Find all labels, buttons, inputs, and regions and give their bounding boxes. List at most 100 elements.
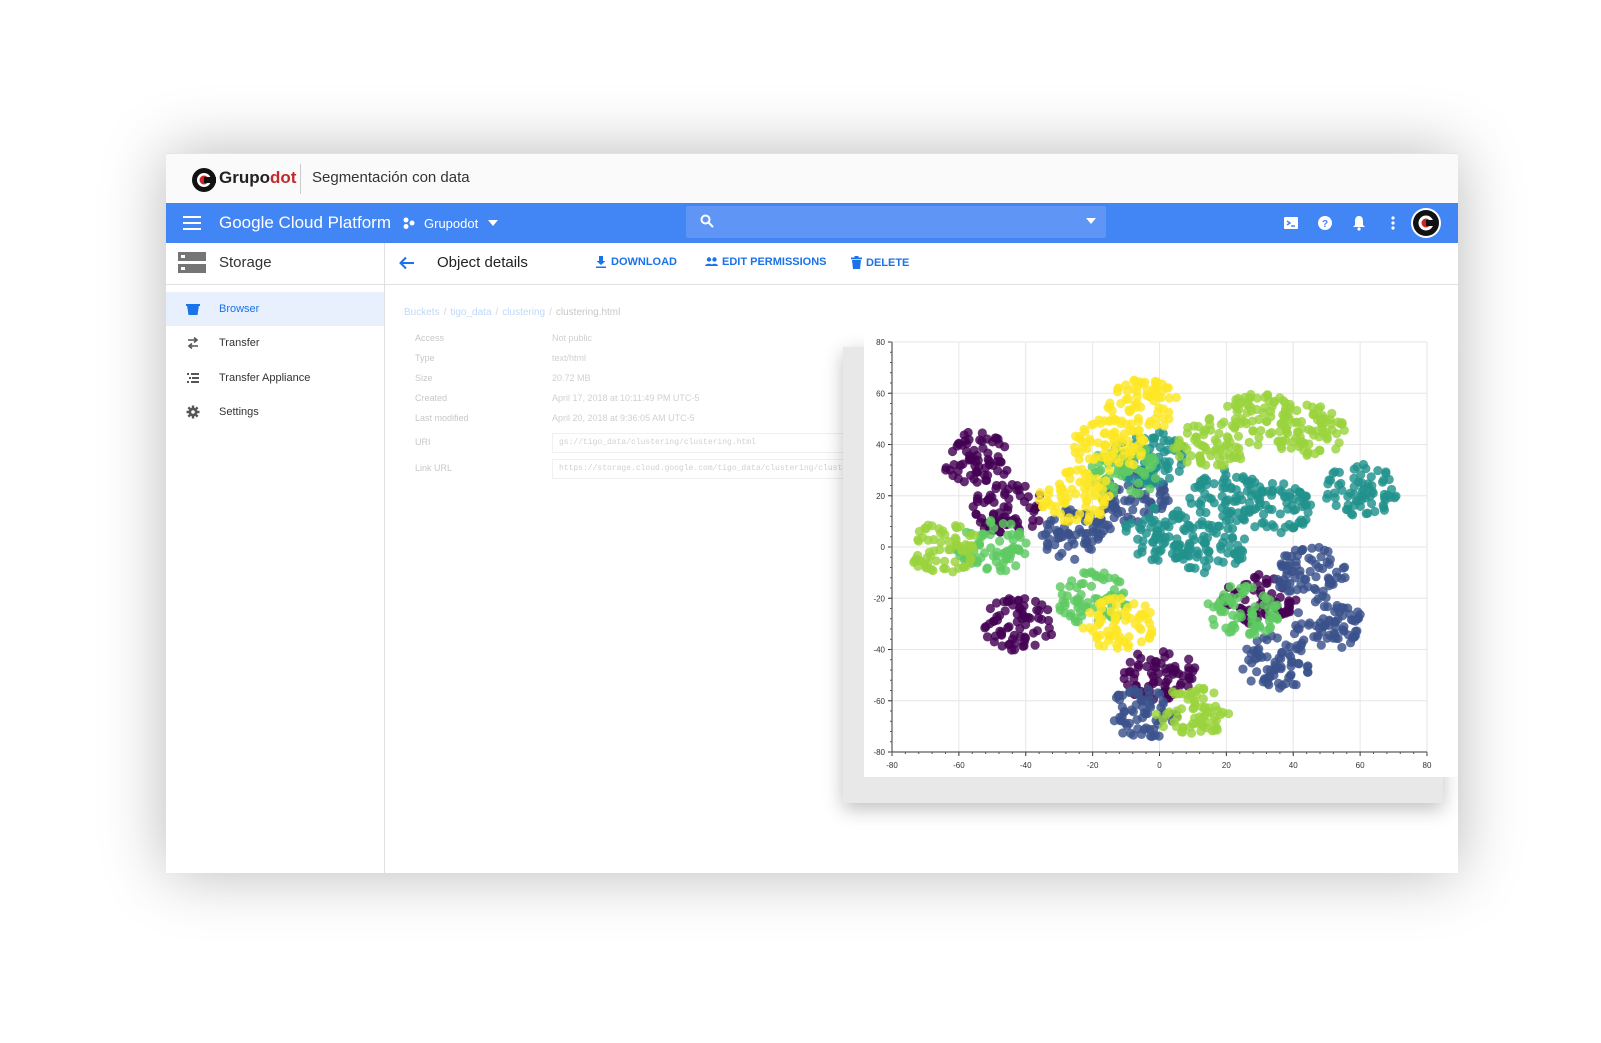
data-point — [1014, 595, 1024, 605]
data-point — [1075, 509, 1085, 519]
sidebar-title: Storage — [219, 254, 272, 271]
data-point — [1355, 610, 1365, 620]
data-point — [1269, 670, 1279, 680]
data-point — [1107, 406, 1117, 416]
data-point — [1043, 497, 1053, 507]
data-point — [1293, 658, 1303, 669]
data-point — [993, 452, 1003, 462]
data-point — [1086, 581, 1097, 591]
sidebar-item-transfer-appliance[interactable]: Transfer Appliance — [166, 361, 384, 395]
data-point — [914, 526, 925, 537]
back-arrow-icon[interactable] — [399, 256, 415, 270]
data-point — [1224, 540, 1235, 550]
data-point — [1322, 493, 1332, 503]
data-point — [1217, 491, 1227, 501]
data-point — [1258, 509, 1269, 519]
data-point — [1269, 522, 1279, 532]
data-point — [1145, 702, 1156, 712]
breadcrumb-link[interactable]: clustering — [502, 307, 546, 318]
data-point — [991, 598, 1002, 608]
data-point — [1144, 618, 1155, 629]
data-point — [1042, 538, 1052, 549]
data-point — [1190, 699, 1200, 709]
data-point — [1267, 479, 1278, 489]
data-point — [1171, 665, 1181, 675]
data-point — [1158, 428, 1168, 439]
data-point — [1266, 613, 1276, 623]
data-point — [979, 529, 989, 540]
data-point — [1151, 545, 1161, 555]
edit-permissions-button[interactable]: EDIT PERMISSIONS — [705, 256, 827, 268]
data-point — [1109, 593, 1120, 604]
download-button[interactable]: DOWNLOAD — [595, 256, 677, 268]
data-point — [982, 632, 993, 642]
link-url-field[interactable]: https://storage.cloud.google.com/tigo_da… — [552, 459, 890, 479]
breadcrumb-link[interactable]: Buckets — [404, 307, 440, 318]
data-point — [1356, 470, 1366, 480]
data-point — [1199, 441, 1209, 451]
data-point — [1079, 568, 1089, 578]
data-point — [1265, 624, 1275, 634]
data-point — [1108, 621, 1119, 631]
search-input[interactable] — [726, 212, 1070, 234]
data-point — [1138, 702, 1148, 712]
data-point — [1063, 528, 1073, 538]
data-point — [1021, 538, 1031, 548]
cloud-shell-icon[interactable] — [1282, 214, 1300, 232]
data-point — [1257, 652, 1267, 662]
data-point — [1227, 523, 1238, 534]
data-point — [1099, 641, 1109, 651]
data-point — [1303, 507, 1313, 517]
data-point — [1302, 450, 1312, 460]
data-point — [1330, 493, 1340, 503]
data-point — [1201, 508, 1211, 518]
data-point — [1206, 451, 1216, 461]
data-point — [1133, 478, 1144, 488]
help-icon[interactable]: ? — [1316, 214, 1334, 232]
data-point — [1285, 578, 1295, 589]
data-point — [1185, 493, 1195, 503]
notifications-icon[interactable] — [1350, 214, 1368, 232]
menu-icon[interactable] — [183, 216, 201, 230]
data-point — [1254, 644, 1264, 654]
data-point — [1111, 504, 1122, 514]
data-point — [1296, 546, 1307, 556]
data-point — [1163, 435, 1173, 446]
data-point — [1159, 521, 1169, 531]
sidebar-item-transfer[interactable]: Transfer — [166, 326, 384, 360]
data-point — [1076, 434, 1086, 445]
data-point — [1363, 508, 1373, 518]
data-point — [1128, 505, 1138, 515]
avatar[interactable] — [1410, 207, 1442, 239]
data-point — [1142, 390, 1152, 400]
data-point — [1105, 398, 1115, 408]
data-point — [1116, 594, 1126, 604]
sidebar-item-label: Settings — [219, 406, 259, 418]
y-tick-label: -20 — [873, 594, 885, 603]
delete-button[interactable]: DELETE — [851, 256, 909, 269]
more-vert-icon[interactable] — [1384, 214, 1402, 232]
data-point — [1015, 603, 1025, 613]
chevron-down-icon[interactable] — [1086, 218, 1096, 224]
people-icon — [705, 257, 718, 266]
breadcrumb-link[interactable]: tigo_data — [450, 307, 492, 318]
data-point — [1084, 485, 1094, 496]
uri-field[interactable]: gs://tigo_data/clustering/clustering.htm… — [552, 433, 890, 453]
sidebar-item-settings[interactable]: Settings — [166, 395, 384, 429]
sidebar-item-browser[interactable]: Browser — [166, 292, 384, 326]
project-selector[interactable]: Grupodot — [402, 213, 506, 233]
search-bar[interactable] — [686, 206, 1106, 238]
data-point — [1328, 468, 1338, 478]
data-point — [1368, 488, 1378, 498]
data-point — [1205, 420, 1215, 430]
data-point — [1081, 539, 1091, 549]
y-tick-label: -40 — [873, 646, 885, 655]
data-point — [1114, 635, 1124, 645]
data-point — [1194, 520, 1204, 530]
data-point — [1296, 417, 1307, 427]
data-point — [1066, 608, 1076, 619]
platform-title[interactable]: Google Cloud Platform — [219, 213, 391, 232]
data-point — [1253, 494, 1264, 505]
data-point — [1076, 590, 1086, 600]
data-point — [1318, 415, 1328, 425]
